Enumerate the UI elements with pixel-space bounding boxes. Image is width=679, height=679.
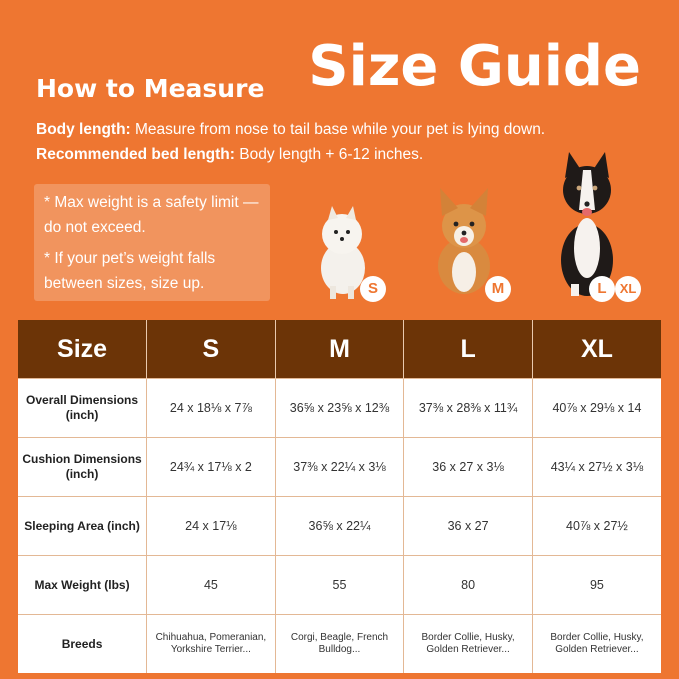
table-cell: 36⅝ x 23⅝ x 12⅜ [275, 378, 405, 438]
header-s: S [146, 320, 276, 379]
bed-length-text: Body length + 6-12 inches. [234, 146, 424, 163]
header-m: M [275, 320, 405, 379]
table-cell: 24 x 18⅛ x 7⅞ [146, 378, 276, 438]
table-row: Breeds Chihuahua, Pomeranian, Yorkshire … [18, 614, 661, 673]
body-length-line: Body length: Measure from nose to tail b… [36, 121, 545, 139]
row-label: Max Weight (lbs) [18, 555, 148, 615]
size-badge-xl: XL [615, 276, 641, 302]
body-length-text: Measure from nose to tail base while you… [130, 121, 546, 138]
corgi-image [438, 188, 490, 294]
table-cell: 36 x 27 x 3⅛ [403, 437, 533, 497]
notes-box: * Max weight is a safety limit — do not … [34, 184, 270, 301]
table-cell: 40⅞ x 27½ [532, 496, 661, 556]
how-to-measure-heading: How to Measure [36, 74, 265, 103]
size-badge-l: L [589, 276, 615, 302]
table-cell: 55 [275, 555, 405, 615]
note-max-weight: * Max weight is a safety limit — do not … [44, 194, 259, 236]
table-cell: 24¾ x 17⅛ x 2 [146, 437, 276, 497]
row-label: Cushion Dimensions (inch) [18, 437, 148, 497]
size-table: Size S M L XL Overall Dimensions (inch) … [18, 320, 661, 673]
table-header-row: Size S M L XL [18, 320, 661, 379]
table-cell: 36 x 27 [403, 496, 533, 556]
table-cell: 45 [146, 555, 276, 615]
note-size-up: * If your pet’s weight falls between siz… [44, 250, 216, 292]
table-row: Sleeping Area (inch) 24 x 17⅛ 36⅝ x 22¼ … [18, 496, 661, 556]
header-xl: XL [532, 320, 661, 379]
page-title: Size Guide [308, 34, 641, 99]
table-cell: 43¼ x 27½ x 3⅛ [532, 437, 661, 497]
table-row: Cushion Dimensions (inch) 24¾ x 17⅛ x 2 … [18, 437, 661, 497]
table-cell: 24 x 17⅛ [146, 496, 276, 556]
border-collie-image [561, 152, 613, 296]
table-cell: 40⅞ x 29⅛ x 14 [532, 378, 661, 438]
header-size: Size [18, 320, 148, 379]
size-badge-s: S [360, 276, 386, 302]
table-cell: 95 [532, 555, 661, 615]
table-row: Overall Dimensions (inch) 24 x 18⅛ x 7⅞ … [18, 378, 661, 438]
row-label: Overall Dimensions (inch) [18, 378, 148, 438]
body-length-label: Body length: [36, 121, 131, 138]
table-cell: 36⅝ x 22¼ [275, 496, 405, 556]
table-cell: 37⅜ x 28⅜ x 11¾ [403, 378, 533, 438]
header-l: L [403, 320, 533, 379]
row-label: Sleeping Area (inch) [18, 496, 148, 556]
pomeranian-image [321, 206, 365, 299]
row-label: Breeds [18, 614, 148, 673]
table-cell: Chihuahua, Pomeranian, Yorkshire Terrier… [146, 614, 276, 673]
table-cell: 80 [403, 555, 533, 615]
table-cell: Corgi, Beagle, French Bulldog... [275, 614, 405, 673]
table-cell: 37⅜ x 22¼ x 3⅛ [275, 437, 405, 497]
bed-length-label: Recommended bed length: [36, 146, 235, 163]
bed-length-line: Recommended bed length: Body length + 6-… [36, 146, 423, 164]
table-cell: Border Collie, Husky, Golden Retriever..… [403, 614, 533, 673]
table-cell: Border Collie, Husky, Golden Retriever..… [532, 614, 661, 673]
size-badge-m: M [485, 276, 511, 302]
table-row: Max Weight (lbs) 45 55 80 95 [18, 555, 661, 615]
